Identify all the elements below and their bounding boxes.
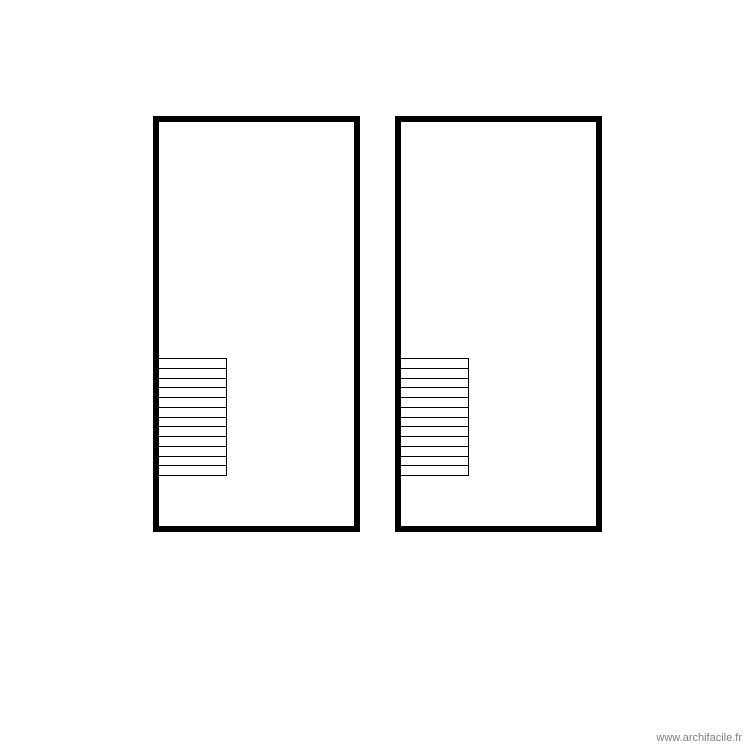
watermark-text: www.archifacile.fr <box>656 732 742 744</box>
stair-step <box>159 359 226 369</box>
stair-step <box>401 369 468 379</box>
stair-step <box>159 457 226 467</box>
stairs-left <box>159 358 227 476</box>
stair-step <box>159 447 226 457</box>
stair-step <box>159 388 226 398</box>
stair-step <box>401 466 468 476</box>
stair-step <box>159 408 226 418</box>
stair-step <box>401 408 468 418</box>
stair-step <box>401 379 468 389</box>
stair-step <box>401 427 468 437</box>
stair-step <box>401 388 468 398</box>
floor-plan-canvas: www.archifacile.fr <box>0 0 750 750</box>
stair-step <box>159 369 226 379</box>
stair-step <box>401 418 468 428</box>
stair-step <box>401 457 468 467</box>
stair-step <box>401 398 468 408</box>
stair-step <box>401 447 468 457</box>
stair-step <box>401 359 468 369</box>
stair-step <box>159 379 226 389</box>
stair-step <box>159 427 226 437</box>
stair-step <box>159 418 226 428</box>
stair-step <box>401 437 468 447</box>
stair-step <box>159 398 226 408</box>
stairs-right <box>401 358 469 476</box>
stair-step <box>159 466 226 476</box>
stair-step <box>159 437 226 447</box>
